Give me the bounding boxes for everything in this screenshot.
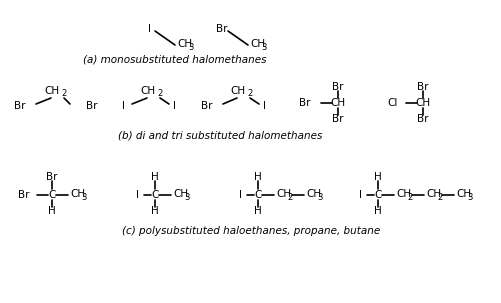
Text: CH: CH xyxy=(45,86,60,96)
Text: CH: CH xyxy=(395,189,410,199)
Text: 2: 2 xyxy=(61,89,66,98)
Text: CH: CH xyxy=(276,189,291,199)
Text: 3: 3 xyxy=(466,192,471,201)
Text: I: I xyxy=(173,101,176,111)
Text: 2: 2 xyxy=(406,192,411,201)
Text: 3: 3 xyxy=(184,192,189,201)
Text: (a) monosubstituted halomethanes: (a) monosubstituted halomethanes xyxy=(83,54,266,64)
Text: H: H xyxy=(254,206,262,216)
Text: CH: CH xyxy=(177,39,192,49)
Text: 3: 3 xyxy=(81,192,86,201)
Text: Br: Br xyxy=(416,114,428,124)
Text: 3: 3 xyxy=(316,192,322,201)
Text: Br: Br xyxy=(201,101,212,111)
Text: C: C xyxy=(374,190,381,200)
Text: I: I xyxy=(148,24,151,34)
Text: C: C xyxy=(151,190,158,200)
Text: Cl: Cl xyxy=(387,98,397,108)
Text: C: C xyxy=(254,190,261,200)
Text: 3: 3 xyxy=(261,42,266,52)
Text: CH: CH xyxy=(306,189,321,199)
Text: Br: Br xyxy=(19,190,30,200)
Text: CH: CH xyxy=(455,189,470,199)
Text: Br: Br xyxy=(216,24,227,34)
Text: CH: CH xyxy=(230,86,245,96)
Text: Br: Br xyxy=(86,101,97,111)
Text: (c) polysubstituted haloethanes, propane, butane: (c) polysubstituted haloethanes, propane… xyxy=(122,226,379,236)
Text: 3: 3 xyxy=(188,42,193,52)
Text: H: H xyxy=(151,172,158,182)
Text: (b) di and tri substituted halomethanes: (b) di and tri substituted halomethanes xyxy=(118,130,322,140)
Text: I: I xyxy=(238,190,241,200)
Text: Br: Br xyxy=(332,114,343,124)
Text: 2: 2 xyxy=(287,192,292,201)
Text: H: H xyxy=(373,172,381,182)
Text: CH: CH xyxy=(330,98,345,108)
Text: I: I xyxy=(136,190,139,200)
Text: I: I xyxy=(358,190,361,200)
Text: CH: CH xyxy=(249,39,265,49)
Text: Br: Br xyxy=(332,82,343,92)
Text: H: H xyxy=(48,206,56,216)
Text: H: H xyxy=(254,172,262,182)
Text: 2: 2 xyxy=(436,192,441,201)
Text: Br: Br xyxy=(15,101,26,111)
Text: Br: Br xyxy=(299,98,311,108)
Text: Br: Br xyxy=(416,82,428,92)
Text: I: I xyxy=(122,101,125,111)
Text: I: I xyxy=(263,101,266,111)
Text: Br: Br xyxy=(46,172,58,182)
Text: CH: CH xyxy=(173,189,188,199)
Text: CH: CH xyxy=(140,86,155,96)
Text: CH: CH xyxy=(70,189,85,199)
Text: H: H xyxy=(151,206,158,216)
Text: CH: CH xyxy=(415,98,430,108)
Text: 2: 2 xyxy=(246,89,252,98)
Text: 2: 2 xyxy=(157,89,162,98)
Text: C: C xyxy=(48,190,56,200)
Text: H: H xyxy=(373,206,381,216)
Text: CH: CH xyxy=(425,189,440,199)
